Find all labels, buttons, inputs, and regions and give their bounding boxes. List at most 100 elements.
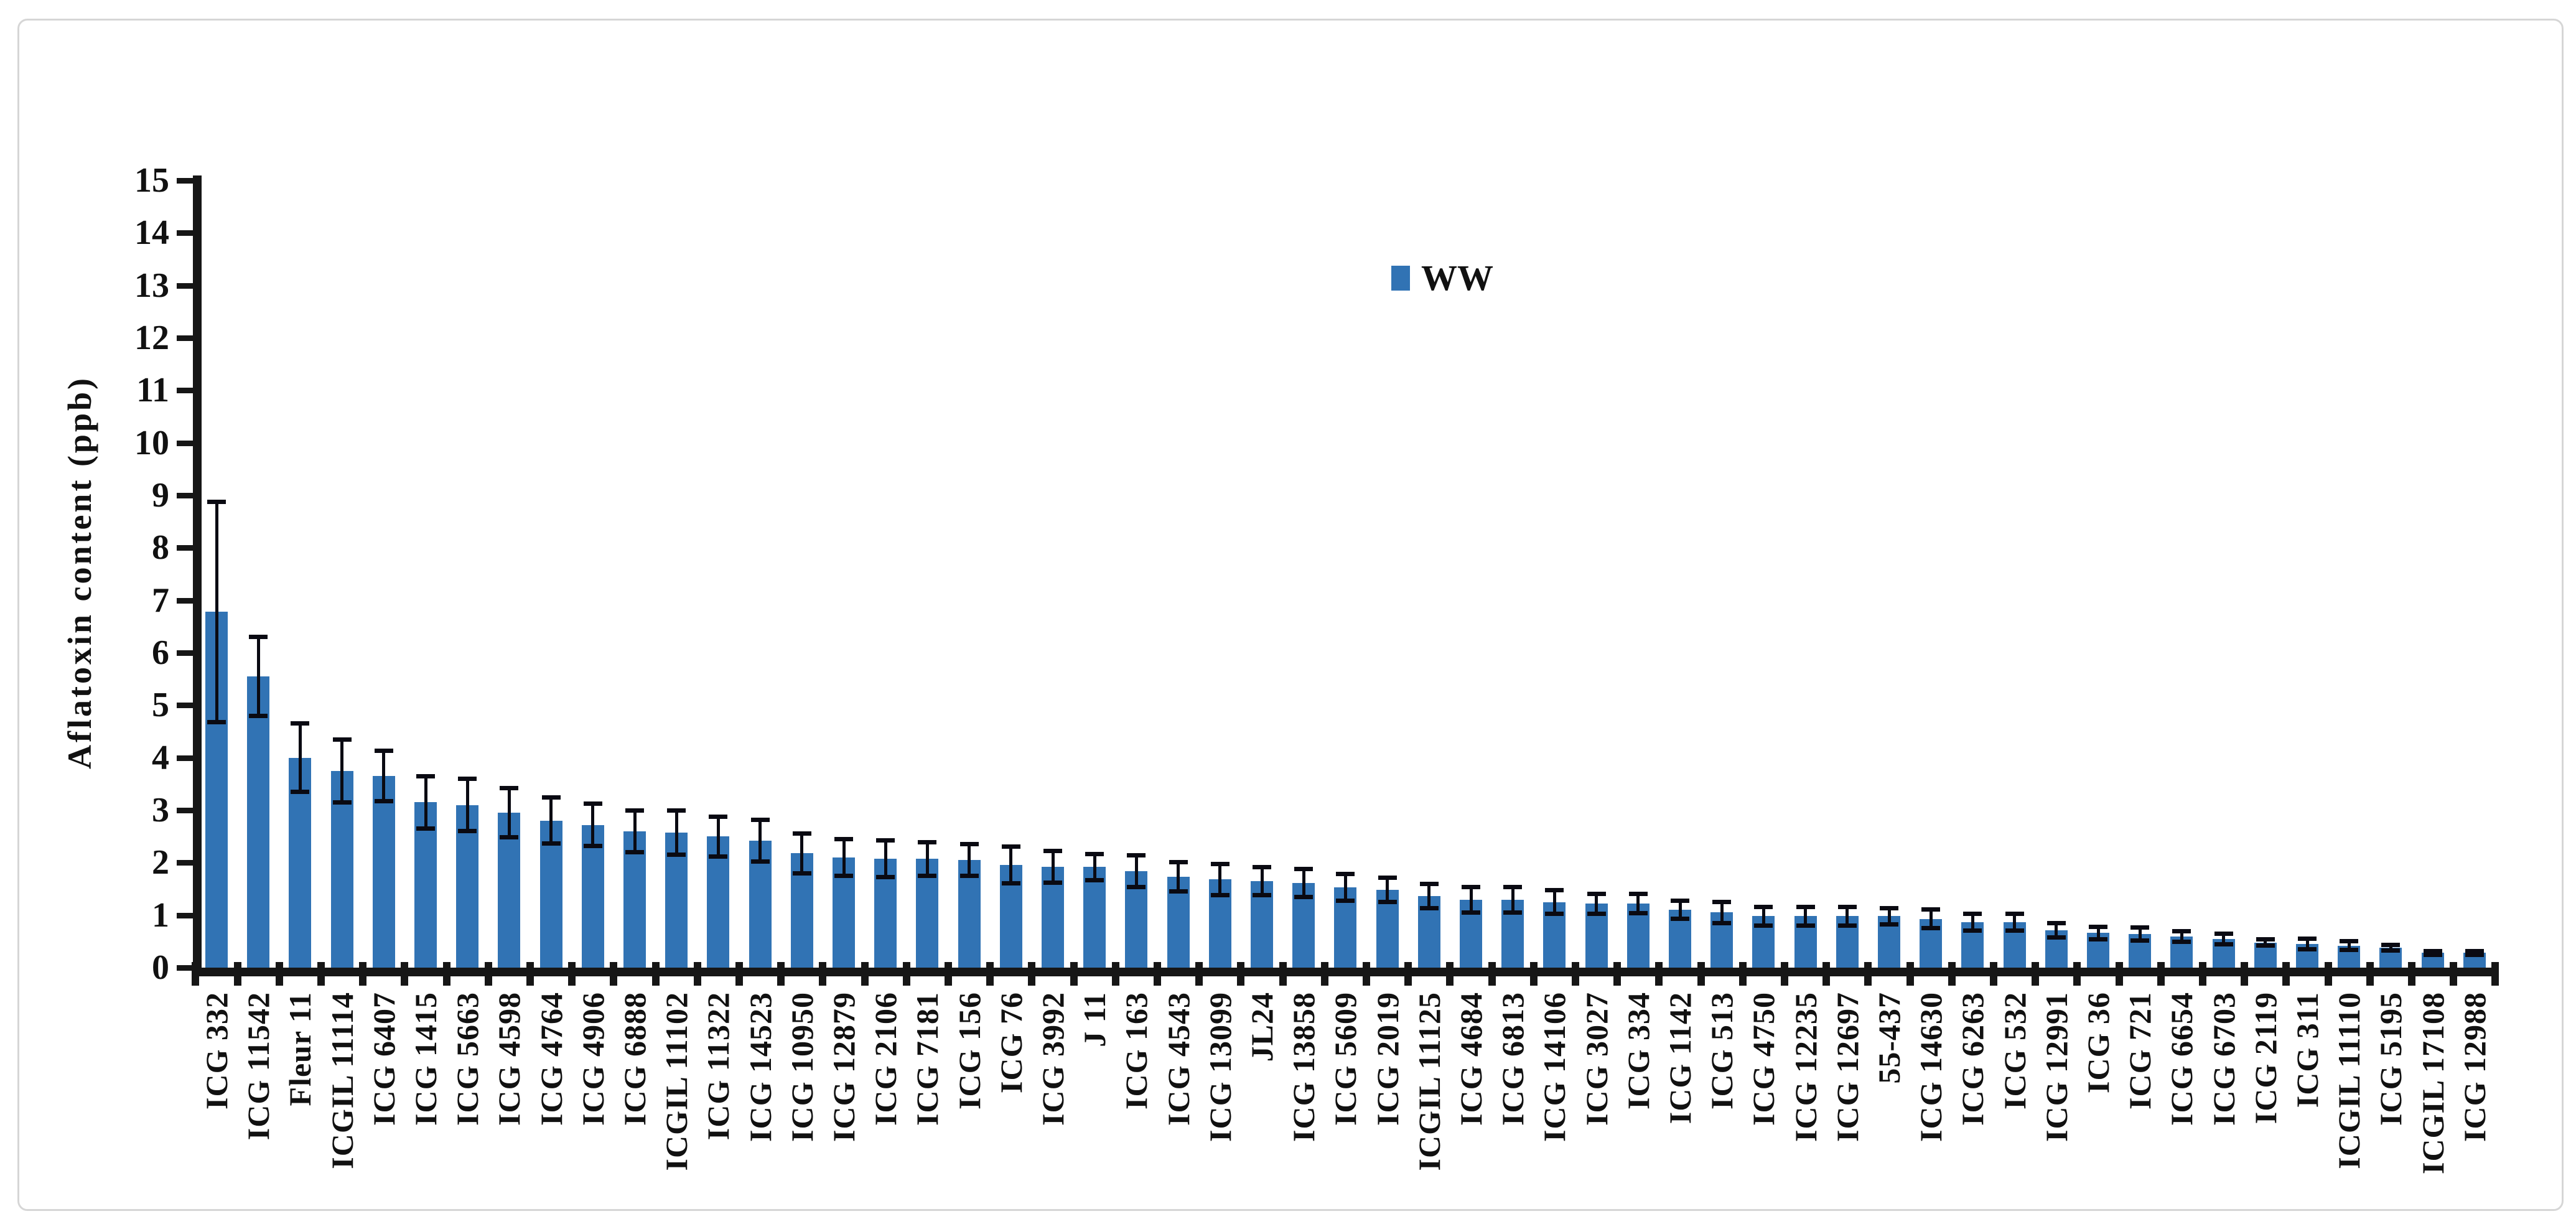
error-bar-cap-bottom — [583, 843, 602, 848]
x-tick — [401, 962, 409, 986]
x-tick — [442, 962, 450, 986]
error-bar-cap-top — [2381, 943, 2401, 948]
y-tick-label: 10 — [134, 423, 169, 462]
x-axis-label: ICG 1142 — [1663, 992, 1697, 1124]
figure-border — [17, 19, 2564, 1211]
error-bar-stem — [2305, 938, 2309, 950]
x-tick — [484, 962, 492, 986]
x-tick — [359, 962, 367, 986]
x-axis-label: Fleur 11 — [282, 992, 318, 1106]
x-tick — [777, 962, 785, 986]
x-axis-label: ICG 332 — [199, 992, 234, 1110]
error-bar-cap-top — [583, 801, 602, 806]
error-bar-cap-top — [249, 635, 268, 640]
y-tick — [177, 440, 193, 446]
y-tick — [177, 912, 193, 918]
error-bar-cap-bottom — [625, 849, 644, 854]
x-tick — [1446, 962, 1454, 986]
x-axis-label: ICG 6703 — [2206, 992, 2241, 1126]
error-bar-stem — [884, 840, 887, 877]
error-bar-cap-top — [876, 838, 895, 843]
error-bar-cap-bottom — [1419, 906, 1439, 911]
x-axis-label: ICG 14523 — [742, 992, 778, 1142]
x-tick — [1613, 962, 1622, 986]
y-tick — [177, 860, 193, 866]
error-bar-cap-bottom — [1378, 900, 1397, 905]
error-bar-cap-top — [1043, 849, 1062, 854]
error-bar-cap-bottom — [2340, 947, 2359, 952]
error-bar-cap-top — [2214, 931, 2233, 936]
y-tick-label: 11 — [136, 371, 169, 410]
x-tick — [945, 962, 952, 986]
error-bar-cap-bottom — [876, 874, 895, 879]
y-tick-label: 4 — [152, 738, 169, 777]
error-bar-stem — [633, 810, 637, 853]
x-tick — [2241, 962, 2249, 986]
error-bar-stem — [424, 776, 427, 829]
x-tick — [275, 962, 283, 986]
x-axis-label: ICG 4598 — [492, 992, 527, 1126]
y-tick — [177, 597, 193, 604]
y-tick — [177, 755, 193, 761]
x-tick — [2073, 962, 2081, 986]
error-bar-stem — [1720, 902, 1724, 923]
error-bar-cap-bottom — [1253, 893, 1271, 898]
y-tick — [177, 388, 193, 394]
error-bar-stem — [1343, 874, 1347, 901]
error-bar-cap-bottom — [207, 719, 226, 724]
y-tick-label: 6 — [152, 633, 169, 673]
error-bar-stem — [2055, 923, 2058, 938]
x-axis-label: ICG 11542 — [241, 992, 276, 1141]
error-bar-cap-top — [1127, 853, 1146, 858]
x-axis-label: ICG 10950 — [784, 992, 819, 1142]
x-tick — [1237, 962, 1245, 986]
error-bar-cap-bottom — [1545, 912, 1564, 917]
y-tick-label: 0 — [152, 948, 169, 987]
error-bar-stem — [1762, 907, 1765, 926]
error-bar-cap-top — [834, 836, 853, 841]
error-bar-stem — [1552, 890, 1556, 914]
error-bar-cap-bottom — [1921, 926, 1941, 931]
y-tick — [177, 178, 193, 184]
x-tick — [1111, 962, 1119, 986]
y-tick — [177, 545, 193, 551]
error-bar-stem — [1177, 862, 1180, 892]
error-bar-cap-bottom — [750, 859, 770, 864]
y-tick — [177, 230, 193, 236]
x-axis-label: ICG 5195 — [2373, 992, 2409, 1126]
error-bar-cap-top — [1169, 859, 1188, 864]
error-bar-cap-bottom — [792, 871, 811, 876]
error-bar-stem — [716, 816, 720, 857]
x-axis-label: ICG 6813 — [1495, 992, 1531, 1126]
error-bar-cap-top — [792, 831, 811, 836]
x-tick — [2115, 962, 2123, 986]
x-axis-label: ICG 4543 — [1160, 992, 1196, 1126]
error-bar-cap-top — [541, 795, 561, 800]
error-bar-cap-bottom — [541, 841, 561, 846]
legend-series-marker — [1391, 266, 1410, 291]
y-tick — [177, 808, 193, 813]
error-bar-cap-bottom — [2465, 953, 2484, 958]
y-tick-label: 3 — [152, 791, 169, 829]
error-bar-cap-top — [750, 817, 770, 822]
x-axis-label: ICG 13099 — [1202, 992, 1238, 1142]
error-bar-stem — [2096, 927, 2100, 940]
x-tick — [610, 962, 618, 986]
x-axis-label: ICG 513 — [1704, 992, 1740, 1110]
error-bar-stem — [591, 803, 595, 846]
x-tick — [1404, 962, 1412, 986]
error-bar-stem — [2013, 913, 2017, 931]
x-tick — [233, 962, 241, 986]
error-bar-cap-bottom — [1336, 899, 1355, 904]
error-bar-cap-bottom — [1754, 923, 1773, 928]
error-bar-stem — [2347, 941, 2351, 950]
y-tick — [177, 283, 193, 289]
error-bar-cap-top — [2423, 948, 2442, 953]
error-bar-cap-top — [291, 721, 310, 726]
error-bar-stem — [968, 844, 971, 876]
y-tick — [177, 335, 193, 342]
x-tick — [1655, 962, 1663, 986]
error-bar-stem — [1302, 869, 1305, 897]
x-tick — [693, 962, 701, 986]
error-bar-cap-bottom — [2256, 943, 2275, 948]
